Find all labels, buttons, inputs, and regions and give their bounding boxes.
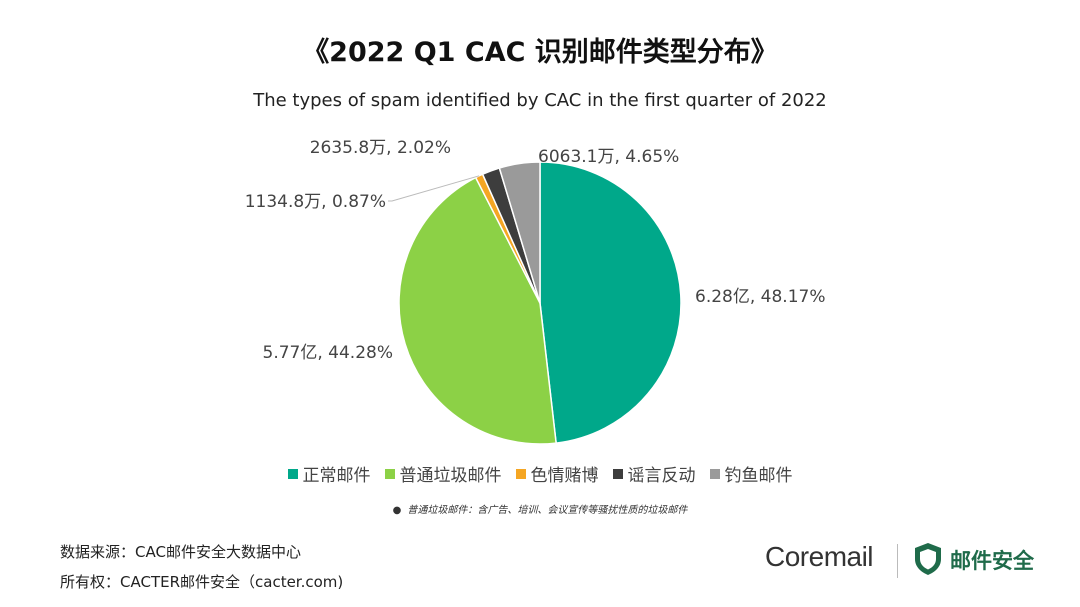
- chart-title: 《2022 Q1 CAC 识别邮件类型分布》: [302, 37, 778, 68]
- legend-swatch: [384, 468, 395, 479]
- legend-label: 钓鱼邮件: [724, 466, 793, 486]
- copyright: 所有权：CACTER邮件安全（cacter.com): [60, 573, 344, 591]
- brand-cn-name: 邮件安全: [950, 549, 1034, 573]
- pie-slice: [539, 161, 682, 444]
- leader-line: [388, 175, 480, 202]
- chart-subtitle: The types of spam identified by CAC in t…: [253, 90, 827, 111]
- legend-item: 正常邮件: [287, 461, 371, 486]
- legend-label: 谣言反动: [627, 466, 696, 486]
- legend-item: 谣言反动: [612, 461, 696, 486]
- data-source: 数据来源：CAC邮件安全大数据中心: [60, 543, 301, 561]
- legend-swatch: [612, 468, 623, 479]
- legend-item: 色情赌博: [515, 461, 599, 486]
- pie-slice: [398, 176, 557, 445]
- legend-swatch: [709, 468, 720, 479]
- slice-label: 6063.1万, 4.65%: [538, 147, 679, 167]
- legend-swatch: [287, 468, 298, 479]
- legend: 正常邮件 普通垃圾邮件 色情赌博 谣言反动 钓鱼邮件: [0, 461, 1080, 486]
- bullet-icon: ●: [392, 505, 402, 516]
- brand-divider: [897, 544, 898, 578]
- legend-label: 正常邮件: [302, 466, 371, 486]
- legend-label: 普通垃圾邮件: [399, 466, 502, 486]
- brand-logo: Coremail: [765, 541, 874, 572]
- shield-icon: [915, 543, 941, 575]
- legend-item: 普通垃圾邮件: [384, 461, 502, 486]
- legend-label: 色情赌博: [530, 466, 599, 486]
- slice-label: 5.77亿, 44.28%: [263, 343, 393, 363]
- slice-label: 1134.8万, 0.87%: [245, 192, 386, 212]
- legend-item: 钓鱼邮件: [709, 461, 793, 486]
- slice-label: 2635.8万, 2.02%: [310, 138, 451, 158]
- pie-slice: [498, 161, 541, 304]
- footnote-text: 普通垃圾邮件：含广告、培训、会议宣传等骚扰性质的垃圾邮件: [407, 505, 688, 516]
- legend-swatch: [515, 468, 526, 479]
- footnote: ● 普通垃圾邮件：含广告、培训、会议宣传等骚扰性质的垃圾邮件: [0, 501, 1080, 516]
- slice-label: 6.28亿, 48.17%: [695, 287, 825, 307]
